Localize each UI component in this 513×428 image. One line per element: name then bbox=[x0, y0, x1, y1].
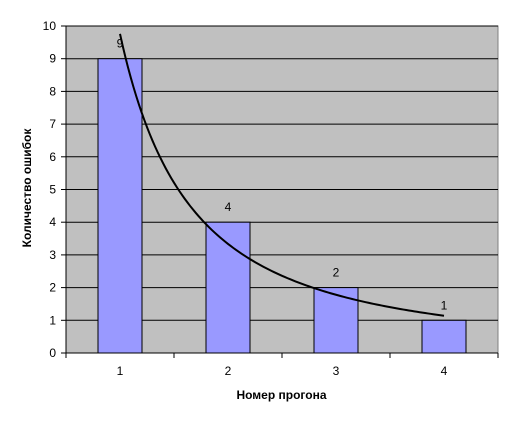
bar-2 bbox=[205, 221, 251, 354]
x-axis: 1 2 3 4 bbox=[65, 352, 499, 378]
y-tick-label: 10 bbox=[43, 19, 57, 33]
y-tick-label: 9 bbox=[49, 52, 56, 66]
data-label: 2 bbox=[333, 266, 340, 280]
y-tick-label: 6 bbox=[49, 150, 56, 164]
x-axis-title: Номер прогона bbox=[236, 388, 326, 402]
x-tick-label: 2 bbox=[225, 364, 232, 378]
data-label: 9 bbox=[117, 37, 124, 51]
x-tick-label: 4 bbox=[441, 364, 448, 378]
data-label: 4 bbox=[225, 200, 232, 214]
y-tick-label: 1 bbox=[49, 313, 56, 327]
trendline bbox=[119, 33, 445, 317]
y-tick-label: 2 bbox=[49, 281, 56, 295]
y-tick-label: 4 bbox=[49, 215, 56, 229]
bar-1 bbox=[97, 58, 143, 354]
y-tick-label: 0 bbox=[49, 346, 56, 360]
y-axis-title: Количество ошибок bbox=[20, 128, 34, 248]
y-tick-label: 7 bbox=[49, 117, 56, 131]
y-axis: 0 1 2 3 4 5 6 7 8 9 10 bbox=[43, 19, 67, 360]
data-labels: 9 4 2 1 bbox=[117, 37, 448, 313]
x-tick-label: 3 bbox=[333, 364, 340, 378]
y-tick-label: 5 bbox=[49, 183, 56, 197]
bar-3 bbox=[313, 287, 359, 354]
trendline-curve bbox=[119, 33, 445, 317]
y-tick-label: 8 bbox=[49, 84, 56, 98]
bar-4 bbox=[421, 319, 467, 354]
x-tick-label: 1 bbox=[117, 364, 124, 378]
data-label: 1 bbox=[441, 298, 448, 312]
y-tick-label: 3 bbox=[49, 248, 56, 262]
